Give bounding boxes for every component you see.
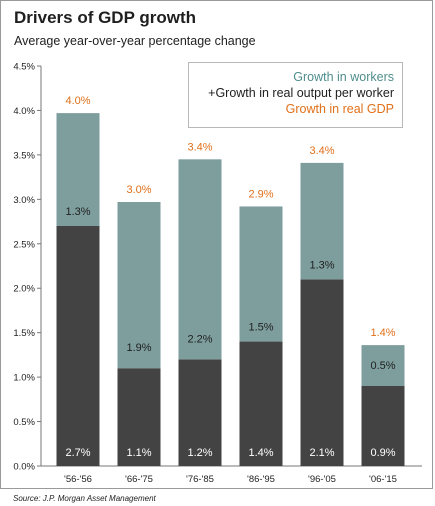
label-output-per-worker: 1.2%	[187, 447, 212, 459]
label-growth-in-gdp: 3.4%	[309, 145, 334, 157]
label-growth-in-workers: 2.2%	[187, 333, 212, 345]
chart-svg: 0.0% 0.5% 1.0% 1.5% 2.0% 2.5% 3.0% 3.5% 4.0% 4.5%…	[13, 62, 422, 485]
chart-subtitle: Average year-over-year percentage change	[14, 34, 256, 48]
chart-title: Drivers of GDP growth	[14, 8, 196, 27]
label-output-per-worker: 2.7%	[65, 447, 90, 459]
y-tick-label: 4.0%	[13, 106, 35, 117]
x-tick-label: '06-'15	[369, 474, 397, 485]
legend-growth-in-gdp: Growth in real GDP	[285, 102, 394, 116]
y-tick-label: 3.5%	[13, 150, 35, 161]
y-tick-label: 3.0%	[13, 195, 35, 206]
label-growth-in-workers: 0.5%	[370, 360, 395, 372]
label-growth-in-workers: 1.3%	[309, 259, 334, 271]
label-growth-in-gdp: 4.0%	[65, 95, 90, 107]
y-tick-label: 2.5%	[13, 239, 35, 250]
label-output-per-worker: 1.4%	[248, 447, 273, 459]
bar-growth-in-workers	[300, 162, 344, 280]
label-growth-in-workers: 1.3%	[65, 206, 90, 218]
x-tick-label: '76-'85	[186, 474, 214, 485]
legend: Growth in workers +Growth in real output…	[188, 62, 403, 128]
y-tick-label: 1.0%	[13, 373, 35, 384]
y-tick-label: 1.5%	[13, 328, 35, 339]
y-tick-label: 0.5%	[13, 417, 35, 428]
bar-output-per-worker	[300, 279, 344, 466]
x-tick-label: '96-'05	[308, 474, 336, 485]
label-growth-in-gdp: 2.9%	[248, 188, 273, 200]
y-tick-label: 4.5%	[13, 62, 35, 73]
legend-growth-in-output: +Growth in real output per worker	[208, 86, 394, 100]
bar-growth-in-workers	[56, 113, 100, 226]
y-tick-label: 0.0%	[13, 462, 35, 473]
label-growth-in-gdp: 3.0%	[126, 184, 151, 196]
legend-growth-in-workers: Growth in workers	[293, 70, 394, 84]
x-tick-label: '56-'56	[64, 474, 92, 485]
label-growth-in-workers: 1.5%	[248, 322, 273, 334]
label-output-per-worker: 1.1%	[126, 447, 151, 459]
label-output-per-worker: 0.9%	[370, 447, 395, 459]
label-growth-in-gdp: 3.4%	[187, 141, 212, 153]
label-output-per-worker: 2.1%	[309, 447, 334, 459]
x-tick-label: '66-'75	[125, 474, 153, 485]
x-tick-label: '86-'95	[247, 474, 275, 485]
bar-output-per-worker	[56, 226, 100, 466]
bar-output-per-worker	[239, 341, 283, 466]
bar-growth-in-workers	[239, 206, 283, 342]
label-growth-in-workers: 1.9%	[126, 342, 151, 354]
bar-output-per-worker	[117, 368, 161, 466]
bar-growth-in-workers	[117, 202, 161, 369]
bar-growth-in-workers	[178, 159, 222, 360]
bar-output-per-worker	[178, 359, 222, 466]
bar-output-per-worker	[361, 386, 405, 466]
bar-growth-in-workers	[361, 345, 405, 386]
y-tick-label: 2.0%	[13, 284, 35, 295]
label-growth-in-gdp: 1.4%	[370, 327, 395, 339]
source-note: Source: J.P. Morgan Asset Management	[13, 494, 156, 503]
